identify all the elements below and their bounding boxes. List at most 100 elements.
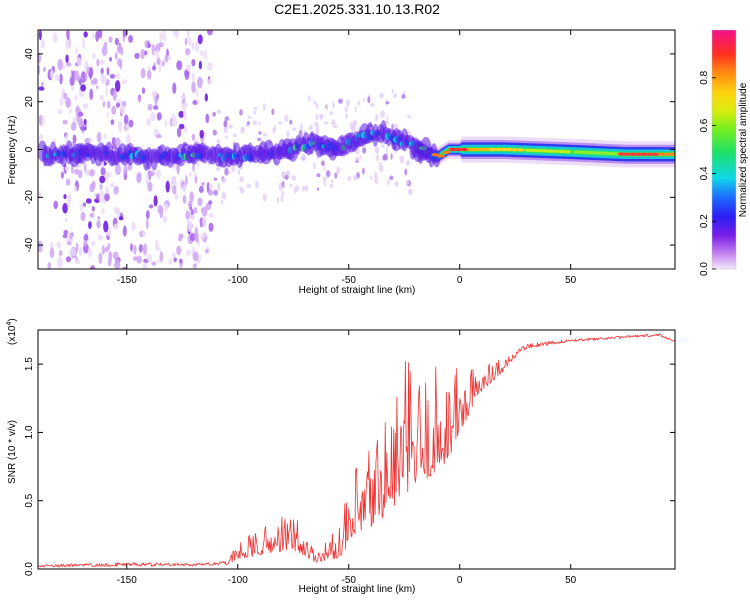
spectrogram-noise-speck bbox=[199, 129, 204, 139]
spectrogram-noise-speck bbox=[216, 139, 221, 144]
spectrogram-noise-speck bbox=[192, 100, 198, 105]
spectrogram-noise-speck bbox=[96, 58, 100, 67]
spectrogram-noise-speck bbox=[56, 241, 61, 249]
spectrogram-noise-speck bbox=[103, 133, 107, 139]
spectrogram-noise-speck bbox=[300, 123, 303, 132]
spectrogram-noise-speck bbox=[115, 73, 121, 79]
spectrogram-noise-speck bbox=[197, 76, 203, 89]
spectrogram-noise-speck bbox=[193, 207, 198, 214]
spectrogram-noise-speck bbox=[185, 249, 191, 257]
spectrogram-noise-speck bbox=[271, 108, 275, 116]
spectrogram-noise-speck bbox=[191, 133, 196, 142]
spectrogram-noise-speck bbox=[253, 106, 258, 111]
spectrogram-noise-speck bbox=[75, 46, 78, 55]
spectrogram-noise-speck bbox=[62, 64, 66, 71]
spectrogram-noise-speck bbox=[291, 175, 297, 181]
spectrogram-noise-speck bbox=[355, 156, 359, 161]
colorbar-tick-label: 0.2 bbox=[699, 214, 710, 228]
spectrogram-noise-speck bbox=[140, 68, 146, 79]
spectrogram-noise-speck bbox=[386, 116, 389, 121]
spectrogram-y-tick-label: 20 bbox=[24, 96, 35, 108]
spectrogram-noise-speck bbox=[157, 258, 160, 264]
spectrogram-noise-speck bbox=[362, 147, 367, 154]
spectrogram-noise-speck bbox=[321, 160, 325, 167]
snr-x-tick-label: -100 bbox=[228, 575, 248, 586]
spectrogram-noise-speck bbox=[186, 30, 190, 39]
snr-x-tick-label: -50 bbox=[342, 575, 357, 586]
spectrogram-noise-speck bbox=[329, 111, 334, 116]
spectrogram-noise-speck bbox=[205, 113, 210, 124]
spectrogram-marks bbox=[38, 30, 675, 269]
spectrogram-noise-speck bbox=[122, 266, 127, 269]
spectrogram-noise-speck bbox=[258, 121, 261, 126]
spectrogram-noise-speck bbox=[91, 32, 95, 39]
spectrogram-noise-speck bbox=[188, 220, 192, 230]
snr-x-axis-label: Height of straight line (km) bbox=[299, 584, 416, 595]
spectrogram-noise-speck bbox=[192, 162, 195, 173]
spectrogram-noise-speck bbox=[128, 119, 134, 128]
spectrogram-noise-speck bbox=[153, 195, 158, 207]
spectrogram-noise-speck bbox=[204, 93, 209, 102]
spectrogram-noise-speck bbox=[182, 194, 187, 204]
snr-series-line bbox=[38, 333, 675, 568]
spectrogram-noise-speck bbox=[232, 133, 237, 138]
spectrogram-noise-speck bbox=[179, 258, 183, 264]
spectrogram-noise-speck bbox=[141, 87, 146, 95]
spectrogram-noise-speck bbox=[100, 167, 106, 176]
spectrogram-noise-speck bbox=[155, 43, 161, 50]
spectrogram-noise-speck bbox=[315, 103, 319, 110]
spectrogram-noise-speck bbox=[189, 233, 196, 242]
spectrogram-noise-speck bbox=[114, 37, 120, 46]
spectrogram-x-tick-label: -50 bbox=[342, 275, 357, 286]
spectrogram-noise-speck bbox=[185, 210, 191, 220]
colorbar: 0.0 0.2 0.4 0.6 0.8 Normalized spectral ampl… bbox=[699, 29, 749, 276]
spectrogram-noise-speck bbox=[198, 60, 203, 70]
spectrogram-noise-speck bbox=[117, 58, 123, 67]
colorbar-tick-label: 0.6 bbox=[699, 118, 710, 132]
spectrogram-noise-speck bbox=[126, 133, 131, 146]
spectrogram-noise-speck bbox=[65, 256, 72, 263]
spectrogram-noise-speck bbox=[57, 58, 64, 71]
spectrogram-noise-speck bbox=[181, 94, 185, 100]
spectrogram-noise-speck bbox=[96, 85, 99, 90]
spectrogram-noise-speck bbox=[246, 183, 251, 189]
spectrogram-noise-speck bbox=[101, 208, 105, 215]
spectrogram-peak-dash bbox=[472, 147, 481, 152]
spectrogram-noise-speck bbox=[345, 99, 350, 107]
spectrogram-noise-speck bbox=[221, 191, 227, 200]
spectrogram-noise-speck bbox=[47, 262, 52, 269]
spectrogram-noise-speck bbox=[184, 37, 188, 46]
spectrogram-noise-speck bbox=[105, 86, 108, 97]
spectrogram-noise-speck bbox=[148, 204, 154, 209]
spectrogram-noise-speck bbox=[367, 96, 371, 104]
spectrogram-noise-speck bbox=[200, 234, 204, 241]
spectrogram-noise-speck bbox=[352, 119, 357, 128]
spectrogram-noise-speck bbox=[40, 81, 45, 87]
spectrogram-noise-speck bbox=[122, 225, 127, 237]
spectrogram-noise-speck bbox=[60, 171, 64, 179]
spectrogram-noise-speck bbox=[103, 220, 109, 233]
spectrogram-noise-speck bbox=[322, 176, 327, 181]
spectrogram-noise-speck bbox=[376, 154, 379, 162]
spectrogram-noise-speck bbox=[56, 256, 63, 269]
spectrogram-noise-speck bbox=[104, 246, 109, 253]
spectrogram-noise-speck bbox=[83, 239, 88, 247]
spectrogram-noise-speck bbox=[97, 234, 104, 241]
spectrogram-noise-speck bbox=[65, 166, 70, 172]
spectrogram-noise-speck bbox=[212, 111, 216, 117]
spectrogram-noise-speck bbox=[281, 190, 285, 198]
snr-y-axis-label: SNR (10 * v/v) bbox=[7, 420, 18, 484]
spectrogram-noise-speck bbox=[112, 90, 117, 101]
spectrogram-noise-speck bbox=[381, 144, 385, 149]
spectrogram-noise-speck bbox=[347, 175, 352, 182]
spectrogram-noise-speck bbox=[159, 251, 164, 263]
chart-title: C2E1.2025.331.10.13.R02 bbox=[274, 1, 440, 17]
spectrogram-noise-speck bbox=[336, 166, 341, 174]
spectrogram-noise-speck bbox=[239, 176, 244, 183]
spectrogram-noise-speck bbox=[62, 119, 68, 125]
spectrogram-noise-speck bbox=[98, 252, 103, 265]
spectrogram-noise-speck bbox=[123, 114, 129, 125]
spectrogram-noise-speck bbox=[150, 112, 156, 122]
spectrogram-noise-speck bbox=[71, 85, 75, 91]
snr-y-multiplier: (x104) bbox=[6, 318, 18, 345]
